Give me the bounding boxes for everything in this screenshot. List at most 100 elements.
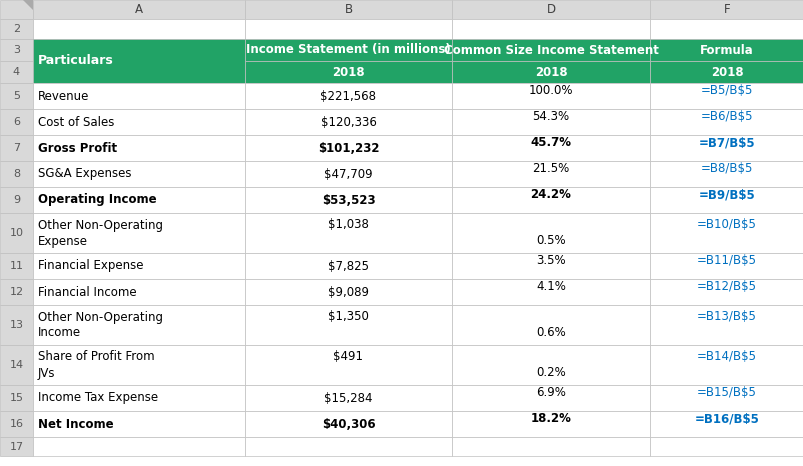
Text: 14: 14 bbox=[10, 360, 23, 370]
Bar bbox=[33, 279, 245, 305]
Bar bbox=[649, 161, 803, 187]
Bar bbox=[451, 437, 649, 456]
Polygon shape bbox=[23, 0, 33, 10]
Text: 2018: 2018 bbox=[332, 66, 365, 78]
Text: JVs: JVs bbox=[38, 366, 55, 379]
Bar bbox=[451, 411, 649, 437]
Text: =B9/B$5: =B9/B$5 bbox=[698, 188, 755, 201]
Bar bbox=[0, 437, 33, 456]
Bar bbox=[0, 109, 33, 135]
Text: 15: 15 bbox=[10, 393, 23, 403]
Text: Operating Income: Operating Income bbox=[38, 193, 157, 206]
Text: Income Statement (in millions): Income Statement (in millions) bbox=[246, 43, 450, 56]
Bar bbox=[0, 305, 33, 345]
Text: 0.5%: 0.5% bbox=[536, 234, 565, 247]
Bar bbox=[245, 411, 451, 437]
Bar bbox=[245, 39, 451, 61]
Bar bbox=[245, 61, 451, 83]
Text: Particulars: Particulars bbox=[38, 55, 113, 68]
Bar bbox=[33, 83, 245, 109]
Bar bbox=[649, 19, 803, 39]
Bar bbox=[245, 161, 451, 187]
Text: =B12/B$5: =B12/B$5 bbox=[696, 281, 756, 293]
Bar bbox=[33, 253, 245, 279]
Bar bbox=[649, 83, 803, 109]
Bar bbox=[0, 187, 33, 213]
Text: $1,350: $1,350 bbox=[328, 310, 369, 323]
Text: 7: 7 bbox=[13, 143, 20, 153]
Bar bbox=[649, 187, 803, 213]
Bar bbox=[33, 213, 245, 253]
Text: Gross Profit: Gross Profit bbox=[38, 142, 117, 155]
Text: Financial Expense: Financial Expense bbox=[38, 260, 143, 273]
Bar bbox=[33, 19, 245, 39]
Text: 45.7%: 45.7% bbox=[530, 136, 571, 149]
Text: 9: 9 bbox=[13, 195, 20, 205]
Bar bbox=[0, 61, 33, 83]
Bar bbox=[245, 345, 451, 385]
Text: =B15/B$5: =B15/B$5 bbox=[696, 386, 756, 399]
Bar bbox=[33, 187, 245, 213]
Bar bbox=[33, 161, 245, 187]
Bar bbox=[245, 109, 451, 135]
Text: Other Non-Operating: Other Non-Operating bbox=[38, 310, 163, 323]
Text: $491: $491 bbox=[333, 350, 363, 363]
Text: $101,232: $101,232 bbox=[317, 142, 379, 155]
Text: $40,306: $40,306 bbox=[321, 418, 375, 431]
Text: 2: 2 bbox=[13, 24, 20, 34]
Bar bbox=[245, 187, 451, 213]
Text: $7,825: $7,825 bbox=[328, 260, 369, 273]
Text: 8: 8 bbox=[13, 169, 20, 179]
Text: 4: 4 bbox=[13, 67, 20, 77]
Text: 2018: 2018 bbox=[534, 66, 567, 78]
Text: =B16/B$5: =B16/B$5 bbox=[694, 412, 759, 425]
Bar bbox=[649, 345, 803, 385]
Text: 3: 3 bbox=[13, 45, 20, 55]
Bar bbox=[245, 437, 451, 456]
Bar bbox=[451, 39, 649, 61]
Bar bbox=[451, 385, 649, 411]
Text: =B11/B$5: =B11/B$5 bbox=[696, 254, 756, 267]
Text: $221,568: $221,568 bbox=[320, 89, 376, 103]
Bar bbox=[0, 135, 33, 161]
Text: Share of Profit From: Share of Profit From bbox=[38, 350, 154, 363]
Bar bbox=[451, 253, 649, 279]
Bar bbox=[245, 19, 451, 39]
Text: $47,709: $47,709 bbox=[324, 167, 373, 180]
Text: =B14/B$5: =B14/B$5 bbox=[696, 350, 756, 363]
Bar bbox=[649, 437, 803, 456]
Text: 18.2%: 18.2% bbox=[530, 412, 571, 425]
Text: Income Tax Expense: Income Tax Expense bbox=[38, 391, 158, 404]
Bar bbox=[0, 279, 33, 305]
Bar bbox=[451, 345, 649, 385]
Text: 10: 10 bbox=[10, 228, 23, 238]
Text: =B5/B$5: =B5/B$5 bbox=[700, 84, 752, 97]
Text: Financial Income: Financial Income bbox=[38, 286, 137, 299]
Bar bbox=[451, 279, 649, 305]
Bar bbox=[0, 83, 33, 109]
Bar bbox=[245, 135, 451, 161]
Text: =B10/B$5: =B10/B$5 bbox=[696, 219, 756, 232]
Text: SG&A Expenses: SG&A Expenses bbox=[38, 167, 132, 180]
Bar bbox=[33, 437, 245, 456]
Text: 2018: 2018 bbox=[710, 66, 743, 78]
Bar bbox=[0, 253, 33, 279]
Text: 21.5%: 21.5% bbox=[532, 162, 569, 175]
Bar bbox=[0, 0, 33, 19]
Bar bbox=[649, 39, 803, 61]
Bar bbox=[33, 135, 245, 161]
Bar bbox=[0, 345, 33, 385]
Text: Net Income: Net Income bbox=[38, 418, 113, 431]
Text: D: D bbox=[546, 3, 555, 16]
Bar bbox=[0, 39, 33, 61]
Text: $120,336: $120,336 bbox=[320, 116, 376, 129]
Bar bbox=[451, 305, 649, 345]
Bar bbox=[245, 213, 451, 253]
Text: 0.6%: 0.6% bbox=[536, 327, 565, 340]
Bar bbox=[649, 411, 803, 437]
Bar bbox=[451, 19, 649, 39]
Text: 11: 11 bbox=[10, 261, 23, 271]
Bar bbox=[33, 345, 245, 385]
Bar bbox=[451, 135, 649, 161]
Text: Other Non-Operating: Other Non-Operating bbox=[38, 219, 163, 232]
